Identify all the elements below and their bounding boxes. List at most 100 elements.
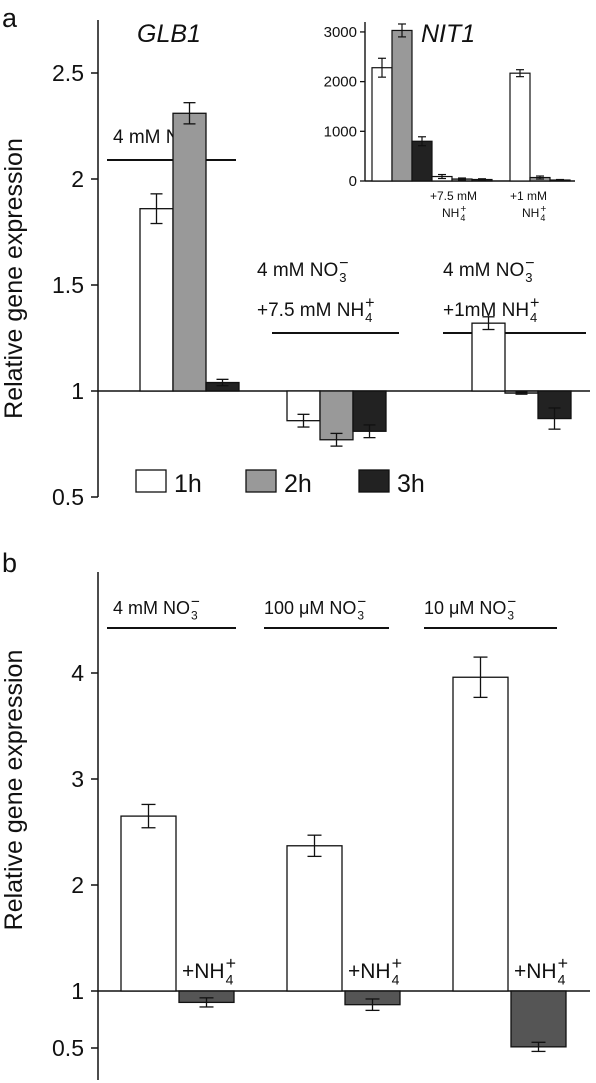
panel-a-group-label-sub: 3 [525,270,532,285]
panel-b-letter: b [2,548,17,578]
panel-a-bar-2h [172,112,207,392]
inset-group-label: NH 4+ [442,204,466,223]
panel-a-bar-1h [471,322,506,392]
panel-a-group-label-text: 4 mM NO [257,260,338,281]
inset-error-bar [418,136,426,147]
legend-label-1h: 1h [174,470,202,498]
inset-error-bar [438,173,446,180]
panel-b-group-label-sub: 3 [191,608,198,622]
inset-group-label: NH 4+ [522,204,546,223]
inset-gene-title: NIT1 [421,20,475,48]
panel-a-group-label: +1mM NH 4+ [443,294,539,325]
legend-swatch-2h [245,469,277,493]
panel-a-group-label: +7.5 mM NH 4+ [257,294,375,325]
panel-b-nh4-label-text: +NH [514,960,557,983]
panel-a-error-bar [297,413,310,428]
inset-group-label-sub: 4 [540,213,545,223]
panel-a-group-label-sup: − [525,254,534,272]
panel-a-group-label-sup: − [339,254,348,272]
panel-b-error-bar [473,656,488,699]
panel-a-bar-2h [319,390,354,441]
panel-b-group-label-sup: − [507,593,516,610]
panel-b-bar-nitrate [120,815,177,992]
panel-b-group-label-sub: 3 [507,608,514,622]
inset-group-label-text: NH [442,206,459,220]
inset-group-label-sub: 4 [460,213,465,223]
panel-b-error-bar [307,834,322,858]
panel-b-y-axis-label: Relative gene expression [0,650,28,931]
panel-b-error-bar [141,803,156,829]
panel-a-error-bar [363,424,376,439]
panel-b-y-tick-label: 2 [71,872,84,898]
panel-b-y-tick-label: 0.5 [52,1035,84,1061]
panel-a-error-bar [183,102,196,125]
inset-error-bar [398,23,406,38]
panel-b-group-label-sub: 3 [357,608,364,622]
legend-swatch-1h [135,469,167,493]
inset-y-tick-label: 3000 [324,24,357,41]
panel-b-nh4-label: +NH 4+ [514,953,568,987]
panel-b-group-label-text: 10 μM NO [424,598,506,618]
legend-swatch-3h [358,469,390,493]
panel-b-nh4-label-text: +NH [348,960,391,983]
panel-a-gene-title: GLB1 [137,20,201,48]
panel-b-y-tick-label: 3 [71,766,84,792]
inset-error-bar [556,178,564,182]
panel-b-nh4-label-sup: + [392,953,402,973]
inset-group-label-sup: + [540,204,546,215]
panel-a-error-bar [150,193,163,225]
panel-b-y-tick-label: 4 [71,660,84,686]
panel-b-error-bar [199,997,214,1008]
panel-b-bar-nitrate [452,676,509,992]
panel-b-group-label-text: 100 μM NO [264,598,356,618]
panel-b-nh4-label-sup: + [558,953,568,973]
panel-a-group-label-text: +7.5 mM NH [257,300,364,321]
panel-b-bar-nitrate [286,845,343,992]
inset-group-label: +1 mM [510,189,547,203]
panel-b-error-bar [365,998,380,1012]
panel-a-group-label-sub: 4 [530,310,537,325]
panel-a-group-label-sup: + [530,294,539,312]
panel-b-nh4-label: +NH 4+ [348,953,402,987]
inset-bar-1h [509,72,531,182]
inset-y-tick-label: 0 [349,173,357,190]
legend-label-2h: 2h [284,470,312,498]
panel-b-group-label-text: 4 mM NO [113,598,190,618]
panel-a-error-bar [216,378,229,387]
panel-b-nh4-label-sup: + [226,953,236,973]
panel-b-nh4-label-sub: 4 [558,971,566,987]
inset-error-bar [516,69,524,78]
inset-group-label-text: +7.5 mM [430,189,477,203]
inset-error-bar [378,57,386,78]
panel-a-y-tick-label: 2 [71,166,84,192]
panel-a-error-bar [548,407,561,430]
inset-group-label: +7.5 mM [430,189,477,203]
panel-b-nh4-label-sub: 4 [226,971,234,987]
panel-b-group-label: 100 μM NO 3− [264,593,366,622]
panel-b-group-label: 4 mM NO 3− [113,593,200,622]
panel-b-group-label-sup: − [357,593,366,610]
inset-bar-1h [371,67,393,182]
panel-a-legend: 1h 2h 3h [135,469,425,498]
inset-y-tick-label: 1000 [324,123,357,140]
panel-a-letter: a [2,3,18,33]
panel-b-nh4-label-text: +NH [182,960,225,983]
panel-a-group-label-text: +1mM NH [443,300,529,321]
panel-a-group-label-sub: 3 [339,270,346,285]
panel-a-error-bar [515,391,528,395]
panel-a-group-label-sup: + [365,294,374,312]
panel-a-y-tick-label: 0.5 [52,484,84,510]
panel-a-error-bar [482,316,495,331]
inset-group-label-text: +1 mM [510,189,547,203]
legend-label-3h: 3h [397,470,425,498]
inset-group-label-sup: + [460,204,466,215]
inset-error-bar [458,177,466,181]
panel-b-group-label-sup: − [191,593,200,610]
inset-error-bar [536,175,544,180]
panel-a: a GLB1 Relative gene expression 0.5 1 1.5 2 2.5… [0,3,590,510]
